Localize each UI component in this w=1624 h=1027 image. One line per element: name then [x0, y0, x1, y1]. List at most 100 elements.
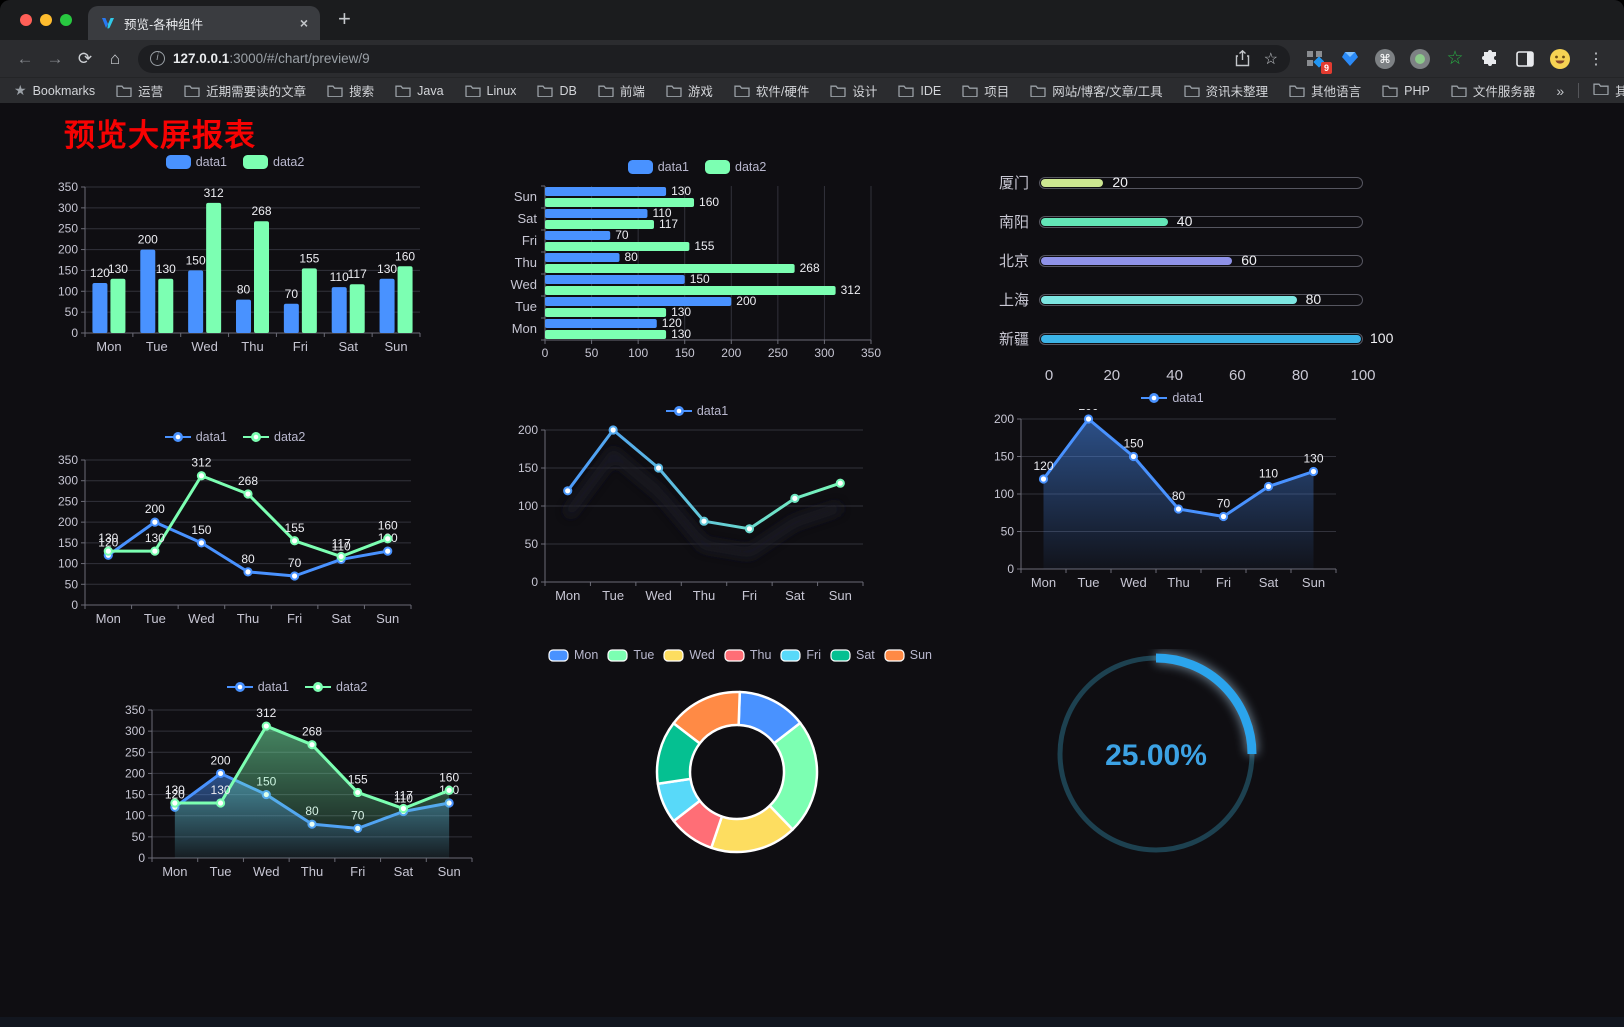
bookmark-folder[interactable]: Linux	[464, 81, 516, 100]
reload-icon[interactable]: ⟳	[77, 48, 93, 68]
progress-label: 北京	[998, 253, 1029, 270]
bookmark-folder[interactable]: 运营	[116, 81, 163, 100]
minimize-window-button[interactable]	[40, 14, 52, 26]
chart-line-area-two-series[interactable]: data1 data2 0 50 100 150 200 250 300 350 Mon Tue Wed…	[112, 676, 482, 894]
svg-text:250: 250	[58, 222, 78, 236]
progress-label: 上海	[998, 292, 1029, 309]
legend-item-data1[interactable]: data1	[1141, 391, 1204, 405]
svg-text:350: 350	[125, 703, 145, 717]
svg-text:200: 200	[125, 766, 145, 780]
legend-item-Sat[interactable]: Sat	[830, 648, 875, 662]
chart-donut[interactable]: Mon Tue Wed Thu Fri Sat Sun	[548, 644, 932, 979]
bookmarks-overflow-chevron[interactable]: »	[1556, 82, 1565, 99]
site-info-icon[interactable]: i	[150, 51, 165, 66]
legend-item-data2[interactable]: data2	[243, 430, 305, 444]
bookmark-folder[interactable]: 游戏	[666, 81, 713, 100]
back-icon[interactable]: ←	[16, 48, 34, 68]
bookmark-folder[interactable]: IDE	[898, 81, 941, 100]
chart-line-gradient-shadow[interactable]: data1 0 50 100 150 200 Mon Tue Wed Thu Fri Sat Sun	[503, 400, 891, 612]
extension-command-icon[interactable]: ⌘	[1374, 48, 1396, 70]
legend-item-data2[interactable]: data2	[243, 155, 304, 169]
new-tab-button[interactable]: +	[338, 6, 351, 31]
legend-item-data2[interactable]: data2	[705, 160, 766, 174]
bookmarks-manager[interactable]: ★ Bookmarks	[14, 82, 95, 99]
progress-track: 100	[1039, 330, 1393, 346]
svg-text:70: 70	[1217, 497, 1231, 511]
bookmark-folder[interactable]: Java	[395, 81, 444, 100]
svg-text:155: 155	[285, 521, 305, 535]
sidebar-icon[interactable]	[1514, 48, 1536, 70]
svg-text:300: 300	[58, 201, 78, 215]
legend-item-Sun[interactable]: Sun	[884, 648, 932, 662]
extension-star-icon[interactable]: ☆	[1446, 48, 1464, 69]
svg-text:130: 130	[671, 305, 691, 319]
legend-item-data1[interactable]: data1	[165, 155, 227, 169]
bookmark-folder[interactable]: 软件/硬件	[734, 81, 809, 100]
chart-line-area-single[interactable]: data1 0 50 100 150 200 Mon Tue Wed Thu Fri Sat Sun 12…	[985, 387, 1360, 599]
bookmark-folder[interactable]: 搜索	[327, 81, 374, 100]
svg-text:Wed: Wed	[1120, 575, 1147, 590]
legend-item-Fri[interactable]: Fri	[780, 648, 821, 662]
bookmark-folder[interactable]: DB	[537, 81, 577, 100]
bookmark-folder[interactable]: 项目	[962, 81, 1009, 100]
tab-close-icon[interactable]: ×	[299, 15, 308, 31]
extension-gem-icon[interactable]	[1339, 48, 1361, 70]
svg-text:250: 250	[58, 494, 78, 508]
extension-grid-icon[interactable]: 9	[1304, 48, 1332, 74]
svg-text:50: 50	[132, 830, 146, 844]
profile-avatar[interactable]	[1549, 48, 1571, 70]
chart-progress-bars[interactable]: 厦门 20 南阳 40 北京 60 上海 80 新疆 100 0 20 40 60 80 100	[993, 161, 1393, 396]
svg-text:150: 150	[1123, 437, 1143, 451]
legend-item-Wed[interactable]: Wed	[663, 648, 715, 662]
share-icon[interactable]	[1235, 50, 1250, 67]
zoom-window-button[interactable]	[60, 14, 72, 26]
svg-text:0: 0	[71, 326, 78, 340]
bookmark-folder[interactable]: 前端	[598, 81, 645, 100]
browser-menu-icon[interactable]: ⋮	[1588, 50, 1604, 68]
svg-text:268: 268	[800, 261, 820, 275]
bookmark-folder[interactable]: 近期需要读的文章	[184, 81, 306, 100]
progress-fill	[1041, 178, 1104, 187]
extension-focus-icon[interactable]	[1409, 48, 1431, 70]
svg-text:268: 268	[251, 204, 271, 218]
svg-text:Mon: Mon	[96, 611, 121, 626]
legend-item-data1[interactable]: data1	[164, 430, 227, 444]
legend-item-data1[interactable]: data1	[226, 680, 289, 694]
extensions-puzzle-icon[interactable]	[1479, 48, 1501, 70]
chart-bar-vertical[interactable]: data1 data2 0 50 100 150 200 250 300 350 Mon Tue Wed…	[45, 151, 425, 363]
legend-item-data2[interactable]: data2	[305, 680, 367, 694]
legend-item-data1[interactable]: data1	[665, 404, 728, 418]
bookmark-folder[interactable]: 网站/博客/文章/工具	[1030, 81, 1163, 100]
legend-item-Thu[interactable]: Thu	[724, 648, 771, 662]
folder-icon	[830, 85, 846, 97]
progress-track: 60	[1039, 251, 1363, 268]
browser-tab[interactable]: 预览-各种组件 ×	[88, 6, 320, 40]
progress-value: 60	[1241, 251, 1257, 268]
bookmark-folder[interactable]: 设计	[830, 81, 877, 100]
svg-text:130: 130	[108, 262, 128, 276]
legend-item-Mon[interactable]: Mon	[548, 648, 598, 662]
forward-icon[interactable]: →	[46, 48, 64, 68]
svg-text:100: 100	[58, 557, 78, 571]
legend-item-data1[interactable]: data1	[627, 160, 689, 174]
bookmark-folder[interactable]: PHP	[1382, 81, 1430, 100]
url-text[interactable]: 127.0.0.1:3000/#/chart/preview/9	[173, 51, 370, 66]
svg-text:200: 200	[1078, 409, 1098, 413]
chart-gauge[interactable]: 25.00%	[1040, 649, 1275, 884]
bookmark-folder[interactable]: 文件服务器	[1451, 81, 1535, 100]
legend-item-Tue[interactable]: Tue	[607, 648, 654, 662]
svg-text:130: 130	[1303, 452, 1323, 466]
svg-text:80: 80	[1172, 489, 1186, 503]
other-bookmarks[interactable]: 其他书签	[1593, 81, 1624, 100]
chart-bar-horizontal[interactable]: data1 data2 0 50 100 150 200 250 300 350 Mon Tue Wed…	[503, 156, 891, 368]
bookmark-folder[interactable]: 资讯未整理	[1183, 81, 1268, 100]
svg-text:70: 70	[285, 287, 299, 301]
home-icon[interactable]: ⌂	[109, 48, 121, 68]
chart-line-two-series[interactable]: data1 data2 0 50 100 150 200 250 300 350 Mon Tue Wed…	[45, 426, 425, 641]
address-bar[interactable]: i 127.0.0.1:3000/#/chart/preview/9 ☆	[138, 44, 1290, 73]
svg-text:300: 300	[58, 474, 78, 488]
close-window-button[interactable]	[20, 14, 32, 26]
bookmark-folder[interactable]: 其他语言	[1289, 81, 1361, 100]
bookmark-star-icon[interactable]: ☆	[1263, 50, 1278, 68]
svg-text:0: 0	[531, 575, 538, 589]
